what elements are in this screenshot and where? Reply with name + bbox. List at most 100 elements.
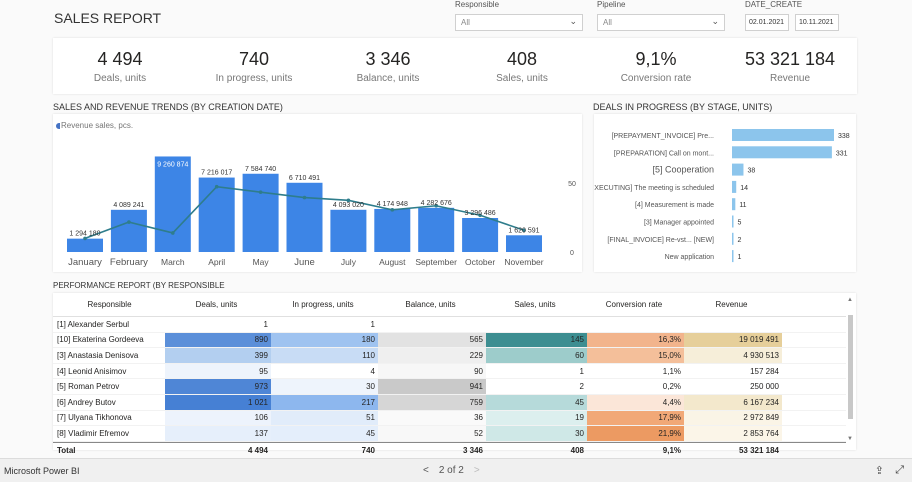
table-cell: [7] Ulyana Tikhonova	[57, 413, 132, 423]
month-tick-label: February	[110, 257, 148, 268]
previous-page-icon[interactable]: <	[423, 465, 429, 476]
total-cell: 3 346	[462, 445, 483, 455]
table-row[interactable]: [1] Alexander Serbul 1 1	[53, 317, 846, 333]
table-cell: 137	[165, 426, 271, 441]
stage-label: New application	[665, 254, 715, 261]
table-cell: 30	[271, 379, 378, 394]
month-tick-label: August	[379, 257, 406, 267]
stages-chart-title: DEALS IN PROGRESS (BY STAGE, UNITS)	[593, 102, 773, 112]
kpi-value: 4 494	[97, 49, 143, 69]
revenue-data-label: 6 710 491	[289, 175, 320, 182]
date-from-input[interactable]: 02.01.2021	[745, 14, 789, 31]
column-header[interactable]: Balance, units	[405, 300, 456, 309]
stage-value: 38	[747, 168, 755, 175]
revenue-bar	[154, 156, 191, 252]
column-header[interactable]: Sales, units	[514, 300, 556, 309]
total-row: Total 4 494 740 3 346 408 9,1% 53 321 184	[53, 441, 846, 459]
performance-title: PERFORMANCE REPORT (BY RESPONSIBLE	[53, 281, 225, 290]
kpi-deals: 4 494 Deals, units	[53, 38, 187, 94]
fullscreen-icon[interactable]: ⤢	[895, 464, 904, 476]
table-cell: 180	[271, 332, 378, 348]
bottom-bar: Microsoft Power BI < 2 of 2 > ⇪ ⤢	[0, 458, 912, 482]
scroll-down-icon[interactable]: ▼	[847, 436, 853, 442]
table-row[interactable]: [5] Roman Petrov 973 30 941 2 0,2% 250 000	[53, 379, 846, 395]
table-scrollbar[interactable]: ▲ ▼	[847, 297, 854, 443]
stage-label: [PREPARATION] Call on mont...	[614, 150, 714, 157]
total-cell: 408	[570, 445, 584, 455]
table-cell: 1	[165, 317, 271, 332]
kpi-conversion: 9,1% Conversion rate	[589, 38, 723, 94]
stage-bar	[732, 146, 832, 159]
table-cell: 565	[378, 332, 486, 348]
table-cell: 1	[486, 363, 587, 379]
table-cell: 973	[165, 379, 271, 394]
revenue-bar	[67, 238, 103, 252]
table-cell: [8] Vladimir Efremov	[57, 428, 130, 438]
stage-value: 11	[739, 202, 746, 209]
responsible-select-value: All	[461, 18, 470, 27]
stage-bar	[732, 215, 734, 228]
pipeline-select[interactable]: All ⌄	[597, 14, 725, 31]
table-cell: [5] Roman Petrov	[57, 382, 120, 392]
table-cell: 19 019 491	[684, 332, 782, 348]
revenue-data-label: 4 089 241	[113, 202, 144, 209]
sales-point	[302, 195, 307, 200]
column-header[interactable]: Deals, units	[195, 300, 238, 309]
share-icon[interactable]: ⇪	[874, 465, 884, 477]
revenue-data-label: 9 260 874	[157, 161, 188, 168]
table-cell: 36	[378, 410, 486, 426]
scroll-up-icon[interactable]: ▲	[847, 297, 853, 303]
table-row[interactable]: [6] Andrey Butov 1 021 217 759 45 4,4% 6 167 2…	[53, 394, 846, 411]
stage-bar	[732, 250, 734, 263]
legend-label: Revenue sales, pcs.	[61, 121, 134, 130]
table-cell: 4 930 513	[684, 348, 782, 363]
month-tick-label: November	[504, 257, 543, 267]
trend-legend: Revenue sales, pcs.	[56, 121, 133, 130]
right-axis-tick: 0	[570, 250, 574, 257]
table-row[interactable]: [8] Vladimir Efremov 137 45 52 30 21,9% 2 853 …	[53, 426, 846, 442]
table-cell: 21,9%	[587, 426, 684, 441]
revenue-bar	[198, 177, 235, 252]
sales-point	[478, 213, 482, 218]
column-header[interactable]: Responsible	[87, 300, 132, 309]
table-cell: 51	[271, 410, 378, 426]
table-row[interactable]: [4] Leonid Anisimov 95 4 90 1 1,1% 157 284	[53, 363, 846, 380]
total-cell: 9,1%	[662, 445, 681, 455]
page-indicator: 2 of 2	[438, 465, 464, 476]
date-to-input[interactable]: 10.11.2021	[795, 14, 839, 31]
stage-value: 338	[838, 133, 850, 140]
brand-link[interactable]: Microsoft Power BI	[4, 466, 80, 476]
kpi-revenue: 53 321 184 Revenue	[723, 38, 857, 94]
kpi-label: In progress, units	[215, 73, 293, 84]
table-cell	[587, 317, 684, 332]
scrollbar-thumb[interactable]	[848, 315, 853, 419]
stage-label: [3] Manager appointed	[644, 220, 714, 227]
chevron-down-icon: ⌄	[569, 16, 577, 26]
table-header-row: Responsible Deals, units In progress, unit…	[53, 293, 846, 317]
next-page-icon[interactable]: >	[473, 465, 480, 476]
page-navigator: < 2 of 2 >	[423, 465, 480, 476]
table-row[interactable]: [10] Ekaterina Gordeeva 890 180 565 145 16,3%…	[53, 332, 846, 349]
month-tick-label: April	[208, 257, 225, 267]
column-header[interactable]: Revenue	[715, 300, 748, 309]
month-tick-label: July	[341, 257, 357, 267]
stage-bar	[732, 198, 736, 211]
responsible-select[interactable]: All ⌄	[455, 14, 583, 31]
table-cell: 0,2%	[587, 379, 684, 394]
table-cell: 217	[271, 394, 378, 410]
kpi-balance: 3 346 Balance, units	[321, 38, 455, 94]
column-header[interactable]: Conversion rate	[605, 300, 663, 309]
column-header[interactable]: In progress, units	[292, 300, 354, 309]
table-cell: 941	[378, 379, 486, 394]
stage-value: 1	[738, 254, 742, 261]
kpi-value: 408	[506, 49, 538, 69]
stage-value: 5	[738, 220, 742, 227]
table-cell: 1	[271, 317, 378, 332]
revenue-bar	[110, 209, 147, 252]
table-row[interactable]: [3] Anastasia Denisova 399 110 229 60 15,0% 4 …	[53, 348, 846, 364]
total-cell: Total	[57, 445, 76, 455]
table-row[interactable]: [7] Ulyana Tikhonova 106 51 36 19 17,9% 2 972 …	[53, 410, 846, 427]
responsible-filter: Responsible All ⌄	[455, 0, 583, 31]
table-cell: 45	[271, 426, 378, 441]
revenue-data-label: 4 174 948	[377, 201, 408, 208]
